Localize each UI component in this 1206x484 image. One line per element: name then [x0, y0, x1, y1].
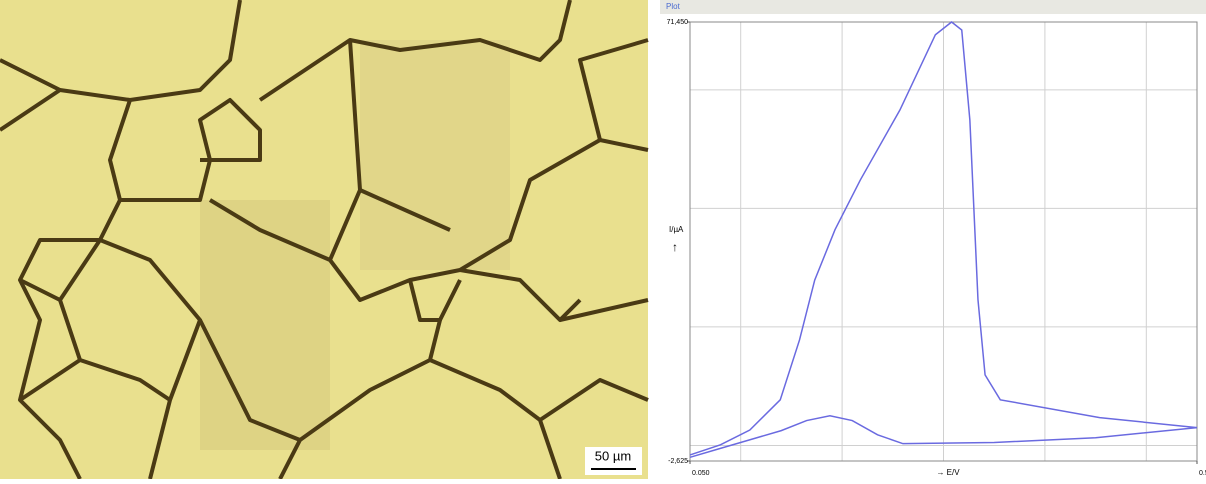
y-tick-label: -2,625: [668, 458, 688, 465]
page: 50 µm Plot I/µA ↑ → E/V 71,450 -2,625 0.05…: [0, 0, 1206, 479]
x-tick-label: 0.55: [1199, 470, 1206, 477]
y-axis-arrow: ↑: [672, 240, 678, 254]
chart-header-bar: [660, 0, 1206, 14]
micrograph: 50 µm: [0, 0, 648, 479]
grain-shade: [200, 200, 330, 450]
chart-header: Plot: [666, 2, 681, 11]
figure: 50 µm Plot I/µA ↑ → E/V 71,450 -2,625 0.05…: [0, 0, 1206, 479]
y-tick-label: 71,450: [667, 19, 689, 26]
scale-bar-label: 50 µm: [595, 448, 631, 463]
chart: Plot I/µA ↑ → E/V 71,450 -2,625 0.050 0.55: [660, 0, 1206, 479]
chart-background: [660, 0, 1206, 479]
x-axis-label: → E/V: [936, 468, 960, 477]
grain-shade: [360, 40, 510, 270]
y-axis-label: I/µA: [669, 225, 684, 234]
x-tick-label: 0.050: [692, 470, 710, 477]
